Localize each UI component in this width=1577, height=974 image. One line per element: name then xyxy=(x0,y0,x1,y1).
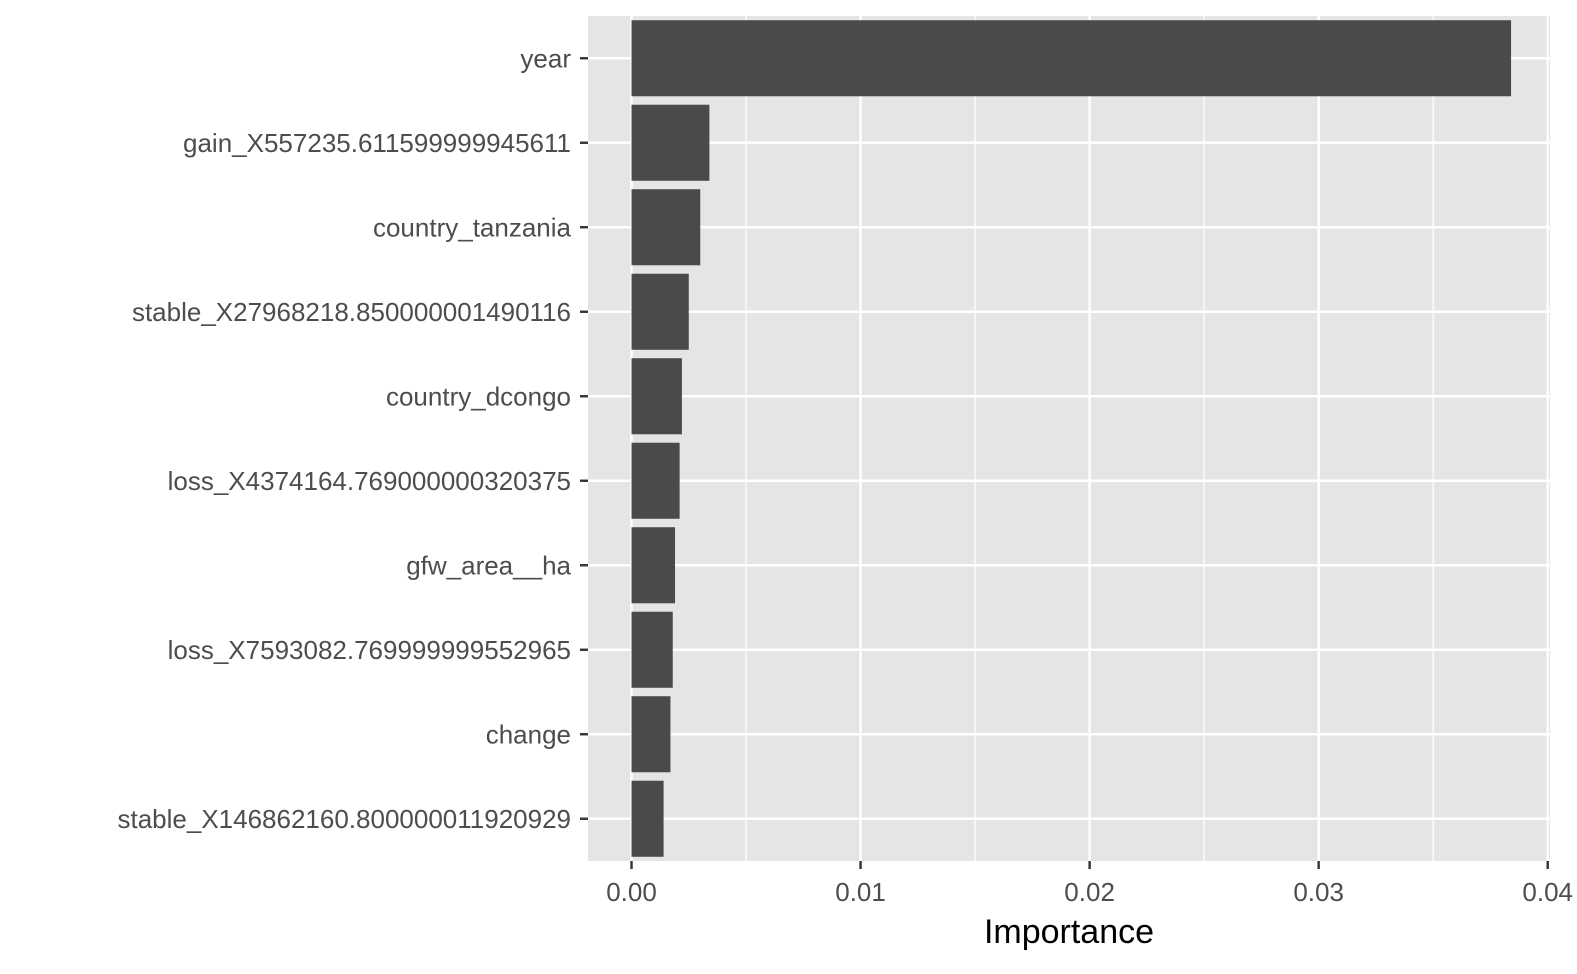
x-tick-label: 0.02 xyxy=(1064,877,1115,907)
y-tick-label: loss_X4374164.769000000320375 xyxy=(168,466,571,496)
bar xyxy=(631,442,680,519)
y-tick-label: gfw_area__ha xyxy=(406,550,571,580)
bar xyxy=(631,358,682,435)
y-tick-label: gain_X557235.611599999945611 xyxy=(183,128,571,158)
x-tick-label: 0.00 xyxy=(606,877,657,907)
bar xyxy=(631,696,671,773)
bars xyxy=(631,20,1512,857)
y-tick-label: stable_X27968218.850000001490116 xyxy=(132,297,571,327)
bar xyxy=(631,273,689,350)
y-tick-label: change xyxy=(486,719,571,749)
x-tick-label: 0.01 xyxy=(835,877,886,907)
y-tick-label: country_tanzania xyxy=(373,212,572,242)
bar xyxy=(631,189,701,266)
bar xyxy=(631,611,673,688)
grid-minor xyxy=(745,16,1434,861)
x-axis: 0.00 0.01 0.02 0.03 0.04 xyxy=(606,861,1573,907)
y-tick-label: country_dcongo xyxy=(386,381,571,411)
x-axis-title: Importance xyxy=(984,913,1154,951)
x-tick-label: 0.04 xyxy=(1522,877,1573,907)
bar xyxy=(631,104,710,181)
y-tick-label: year xyxy=(520,43,571,73)
plot-panel xyxy=(588,16,1550,861)
x-tick-label: 0.03 xyxy=(1293,877,1344,907)
y-tick-label: stable_X146862160.800000011920929 xyxy=(117,804,571,834)
bar xyxy=(631,527,676,604)
bar xyxy=(631,780,664,857)
y-tick-label: loss_X7593082.769999999552965 xyxy=(168,635,571,665)
bar xyxy=(631,20,1512,97)
y-axis: year gain_X557235.611599999945611 country_… xyxy=(117,43,588,834)
